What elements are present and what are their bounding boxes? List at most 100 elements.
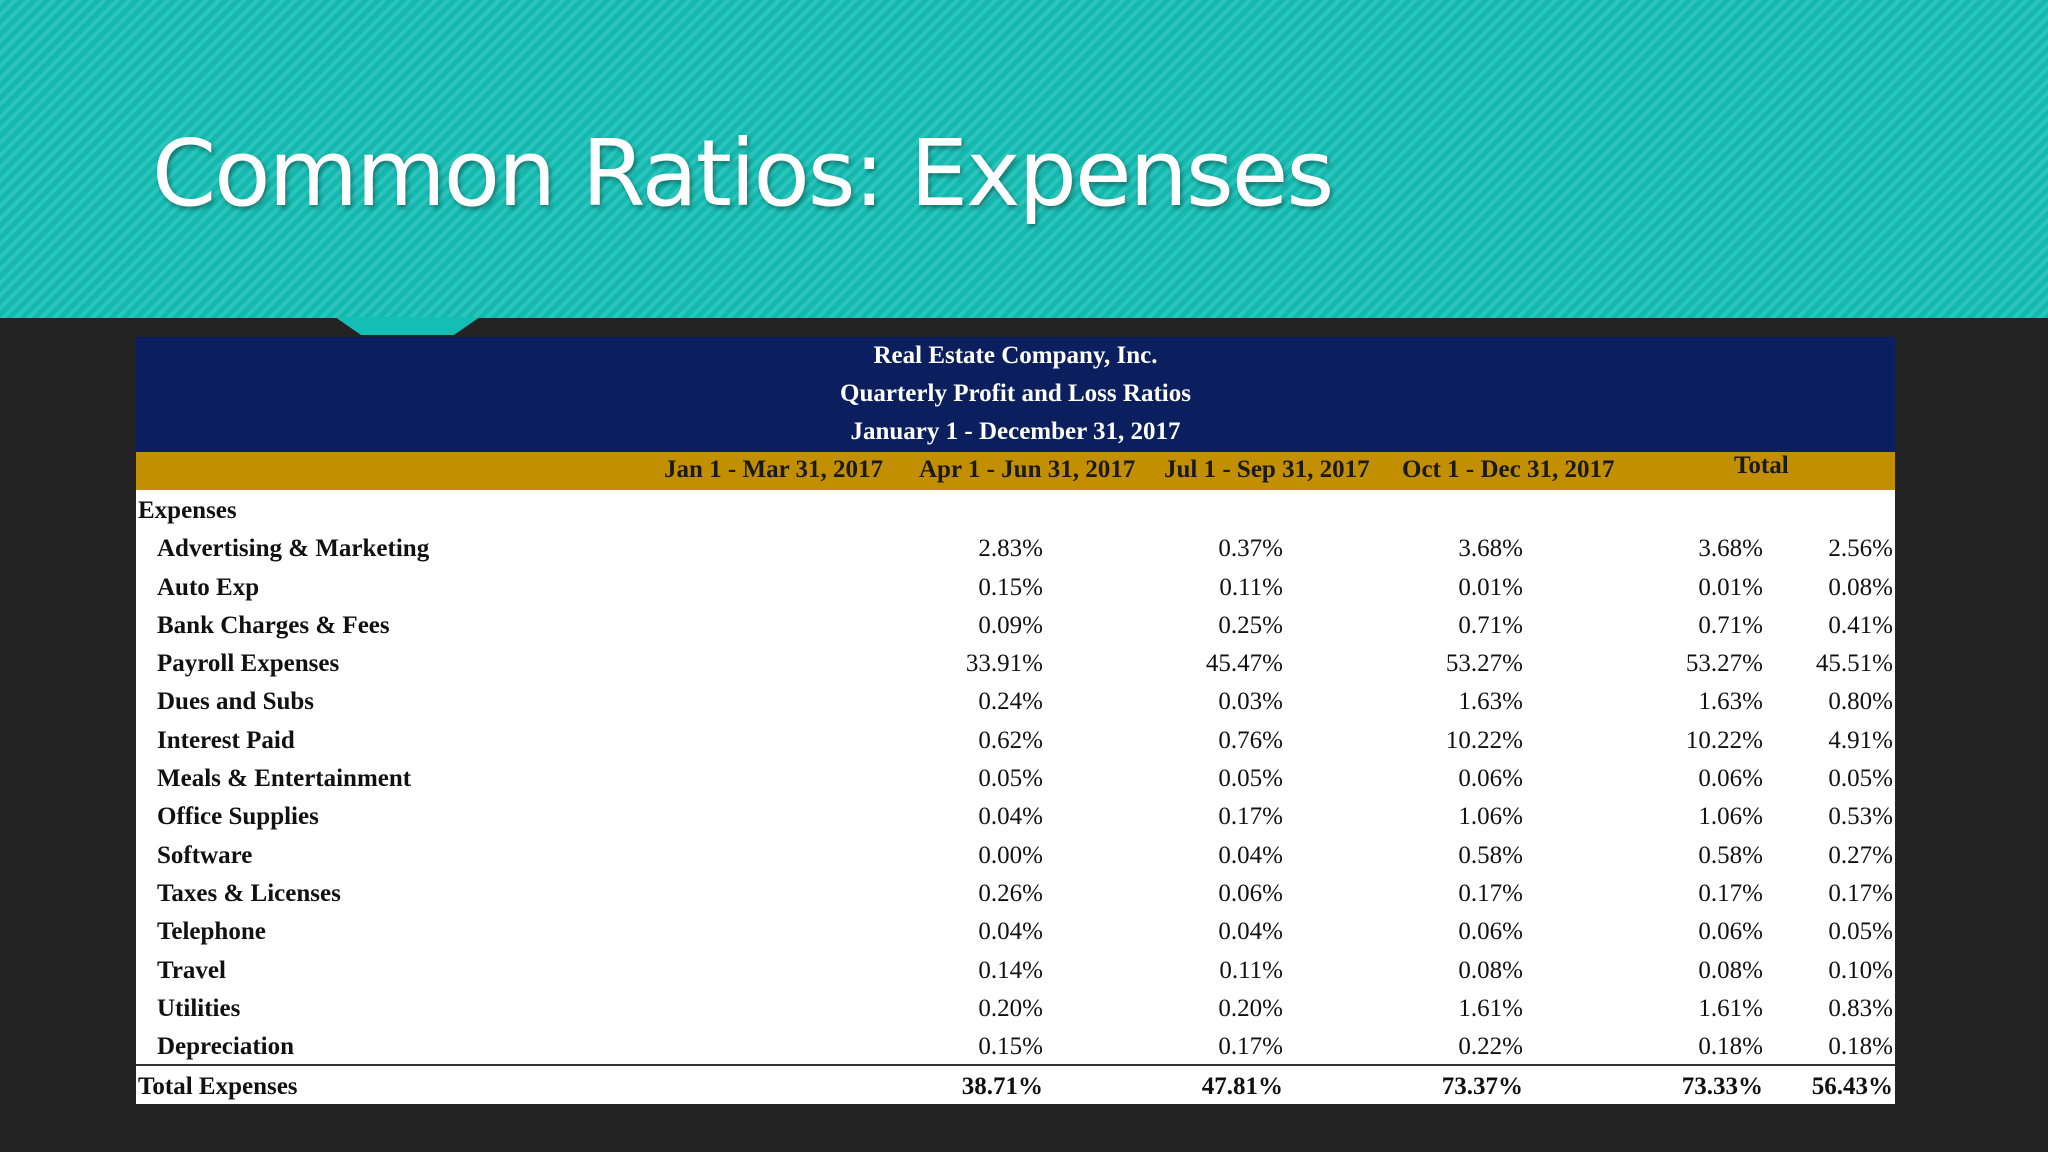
table-row: Dues and Subs 0.24% 0.03% 1.63% 1.63% 0.80%	[136, 681, 1895, 719]
row-value: 0.26%	[978, 879, 1043, 907]
row-value: 0.41%	[1828, 611, 1893, 639]
row-value: 53.27%	[1685, 650, 1763, 678]
profit-loss-report: Real Estate Company, Inc. Quarterly Prof…	[136, 337, 1895, 1104]
row-value: 10.22%	[1445, 726, 1523, 754]
row-label: Interest Paid	[157, 726, 295, 754]
row-value: 2.83%	[978, 535, 1043, 563]
row-value: 0.37%	[1218, 535, 1283, 563]
table-row: Bank Charges & Fees 0.09% 0.25% 0.71% 0.71% 0…	[136, 605, 1895, 643]
row-label: Office Supplies	[157, 803, 319, 831]
row-value: 0.06%	[1698, 918, 1763, 946]
column-header-q4: Oct 1 - Dec 31, 2017	[1402, 456, 1615, 483]
row-value: 0.20%	[1218, 994, 1283, 1022]
row-value: 1.63%	[1458, 688, 1523, 716]
row-value: 1.06%	[1458, 803, 1523, 831]
row-value: 1.61%	[1458, 994, 1523, 1022]
row-value: 2.56%	[1828, 535, 1893, 563]
table-row: Advertising & Marketing 2.83% 0.37% 3.68% 3.…	[136, 528, 1895, 566]
row-value: 0.27%	[1828, 841, 1893, 869]
row-label: Bank Charges & Fees	[157, 611, 390, 639]
table-row: Office Supplies 0.04% 0.17% 1.06% 1.06% 0.53%	[136, 796, 1895, 834]
row-value: 0.53%	[1828, 803, 1893, 831]
section-row: Expenses	[136, 490, 1895, 528]
row-value: 0.01%	[1698, 573, 1763, 601]
row-label: Total Expenses	[138, 1073, 298, 1101]
column-header-q2: Apr 1 - Jun 31, 2017	[919, 456, 1136, 483]
row-value: 0.83%	[1828, 994, 1893, 1022]
total-row: Total Expenses 38.71% 47.81% 73.37% 73.33% 56…	[136, 1064, 1895, 1104]
table-row: Software 0.00% 0.04% 0.58% 0.58% 0.27%	[136, 835, 1895, 873]
row-value: 0.17%	[1218, 1033, 1283, 1061]
row-value: 0.76%	[1218, 726, 1283, 754]
table-row: Utilities 0.20% 0.20% 1.61% 1.61% 0.83%	[136, 988, 1895, 1026]
row-label: Taxes & Licenses	[157, 879, 341, 907]
row-value: 0.00%	[978, 841, 1043, 869]
title-banner	[0, 0, 2048, 318]
table-row: Depreciation 0.15% 0.17% 0.22% 0.18% 0.18%	[136, 1026, 1895, 1064]
row-value: 0.08%	[1458, 956, 1523, 984]
row-value: 0.17%	[1698, 879, 1763, 907]
row-value: 0.71%	[1698, 611, 1763, 639]
report-period: January 1 - December 31, 2017	[850, 418, 1181, 445]
row-value: 0.05%	[1218, 765, 1283, 793]
row-value: 0.10%	[1828, 956, 1893, 984]
row-label: Depreciation	[157, 1033, 295, 1061]
row-value: 0.05%	[1828, 918, 1893, 946]
report-header: Real Estate Company, Inc. Quarterly Prof…	[136, 337, 1895, 452]
row-value: 0.58%	[1698, 841, 1763, 869]
row-value: 0.71%	[1458, 611, 1523, 639]
row-value: 0.08%	[1828, 573, 1893, 601]
row-value: 56.43%	[1811, 1073, 1893, 1101]
row-value: 0.04%	[978, 918, 1043, 946]
table-row: Auto Exp 0.15% 0.11% 0.01% 0.01% 0.08%	[136, 567, 1895, 605]
row-value: 0.18%	[1698, 1033, 1763, 1061]
section-label: Expenses	[138, 497, 237, 524]
row-label: Dues and Subs	[157, 688, 315, 716]
table-row: Taxes & Licenses 0.26% 0.06% 0.17% 0.17% 0.17…	[136, 873, 1895, 911]
row-value: 4.91%	[1828, 726, 1893, 754]
row-label: Software	[157, 841, 253, 869]
row-value: 0.15%	[978, 573, 1043, 601]
row-value: 0.05%	[1828, 765, 1893, 793]
row-value: 0.01%	[1458, 573, 1523, 601]
row-label: Advertising & Marketing	[157, 535, 430, 563]
row-value: 0.14%	[978, 956, 1043, 984]
row-label: Auto Exp	[157, 573, 260, 601]
column-header-q1: Jan 1 - Mar 31, 2017	[664, 456, 883, 483]
row-value: 0.24%	[978, 688, 1043, 716]
row-label: Telephone	[157, 918, 266, 946]
column-header-total: Total	[1734, 452, 1789, 479]
table-row: Interest Paid 0.62% 0.76% 10.22% 10.22% 4.91%	[136, 720, 1895, 758]
row-value: 0.15%	[978, 1033, 1043, 1061]
row-value: 0.04%	[1218, 841, 1283, 869]
column-header-q3: Jul 1 - Sep 31, 2017	[1164, 456, 1370, 483]
row-value: 0.22%	[1458, 1033, 1523, 1061]
table-row: Meals & Entertainment 0.05% 0.05% 0.06% 0.06…	[136, 758, 1895, 796]
row-value: 0.80%	[1828, 688, 1893, 716]
row-value: 0.05%	[978, 765, 1043, 793]
row-label: Utilities	[157, 994, 241, 1022]
row-value: 0.08%	[1698, 956, 1763, 984]
row-value: 0.04%	[978, 803, 1043, 831]
row-value: 0.03%	[1218, 688, 1283, 716]
table-row: Travel 0.14% 0.11% 0.08% 0.08% 0.10%	[136, 950, 1895, 988]
row-value: 73.37%	[1441, 1073, 1523, 1101]
row-value: 10.22%	[1685, 726, 1763, 754]
slide-title: Common Ratios: Expenses	[152, 120, 1334, 227]
row-value: 3.68%	[1698, 535, 1763, 563]
row-value: 0.06%	[1458, 765, 1523, 793]
row-value: 0.20%	[978, 994, 1043, 1022]
row-value: 3.68%	[1458, 535, 1523, 563]
row-label: Meals & Entertainment	[157, 765, 412, 793]
row-value: 45.51%	[1815, 650, 1893, 678]
row-value: 0.18%	[1828, 1033, 1893, 1061]
row-value: 0.06%	[1458, 918, 1523, 946]
row-value: 47.81%	[1201, 1073, 1283, 1101]
row-value: 0.06%	[1218, 879, 1283, 907]
row-value: 1.06%	[1698, 803, 1763, 831]
row-value: 1.61%	[1698, 994, 1763, 1022]
row-value: 0.06%	[1698, 765, 1763, 793]
row-value: 0.11%	[1219, 956, 1283, 984]
report-name: Quarterly Profit and Loss Ratios	[840, 380, 1191, 407]
row-label: Payroll Expenses	[157, 650, 340, 678]
